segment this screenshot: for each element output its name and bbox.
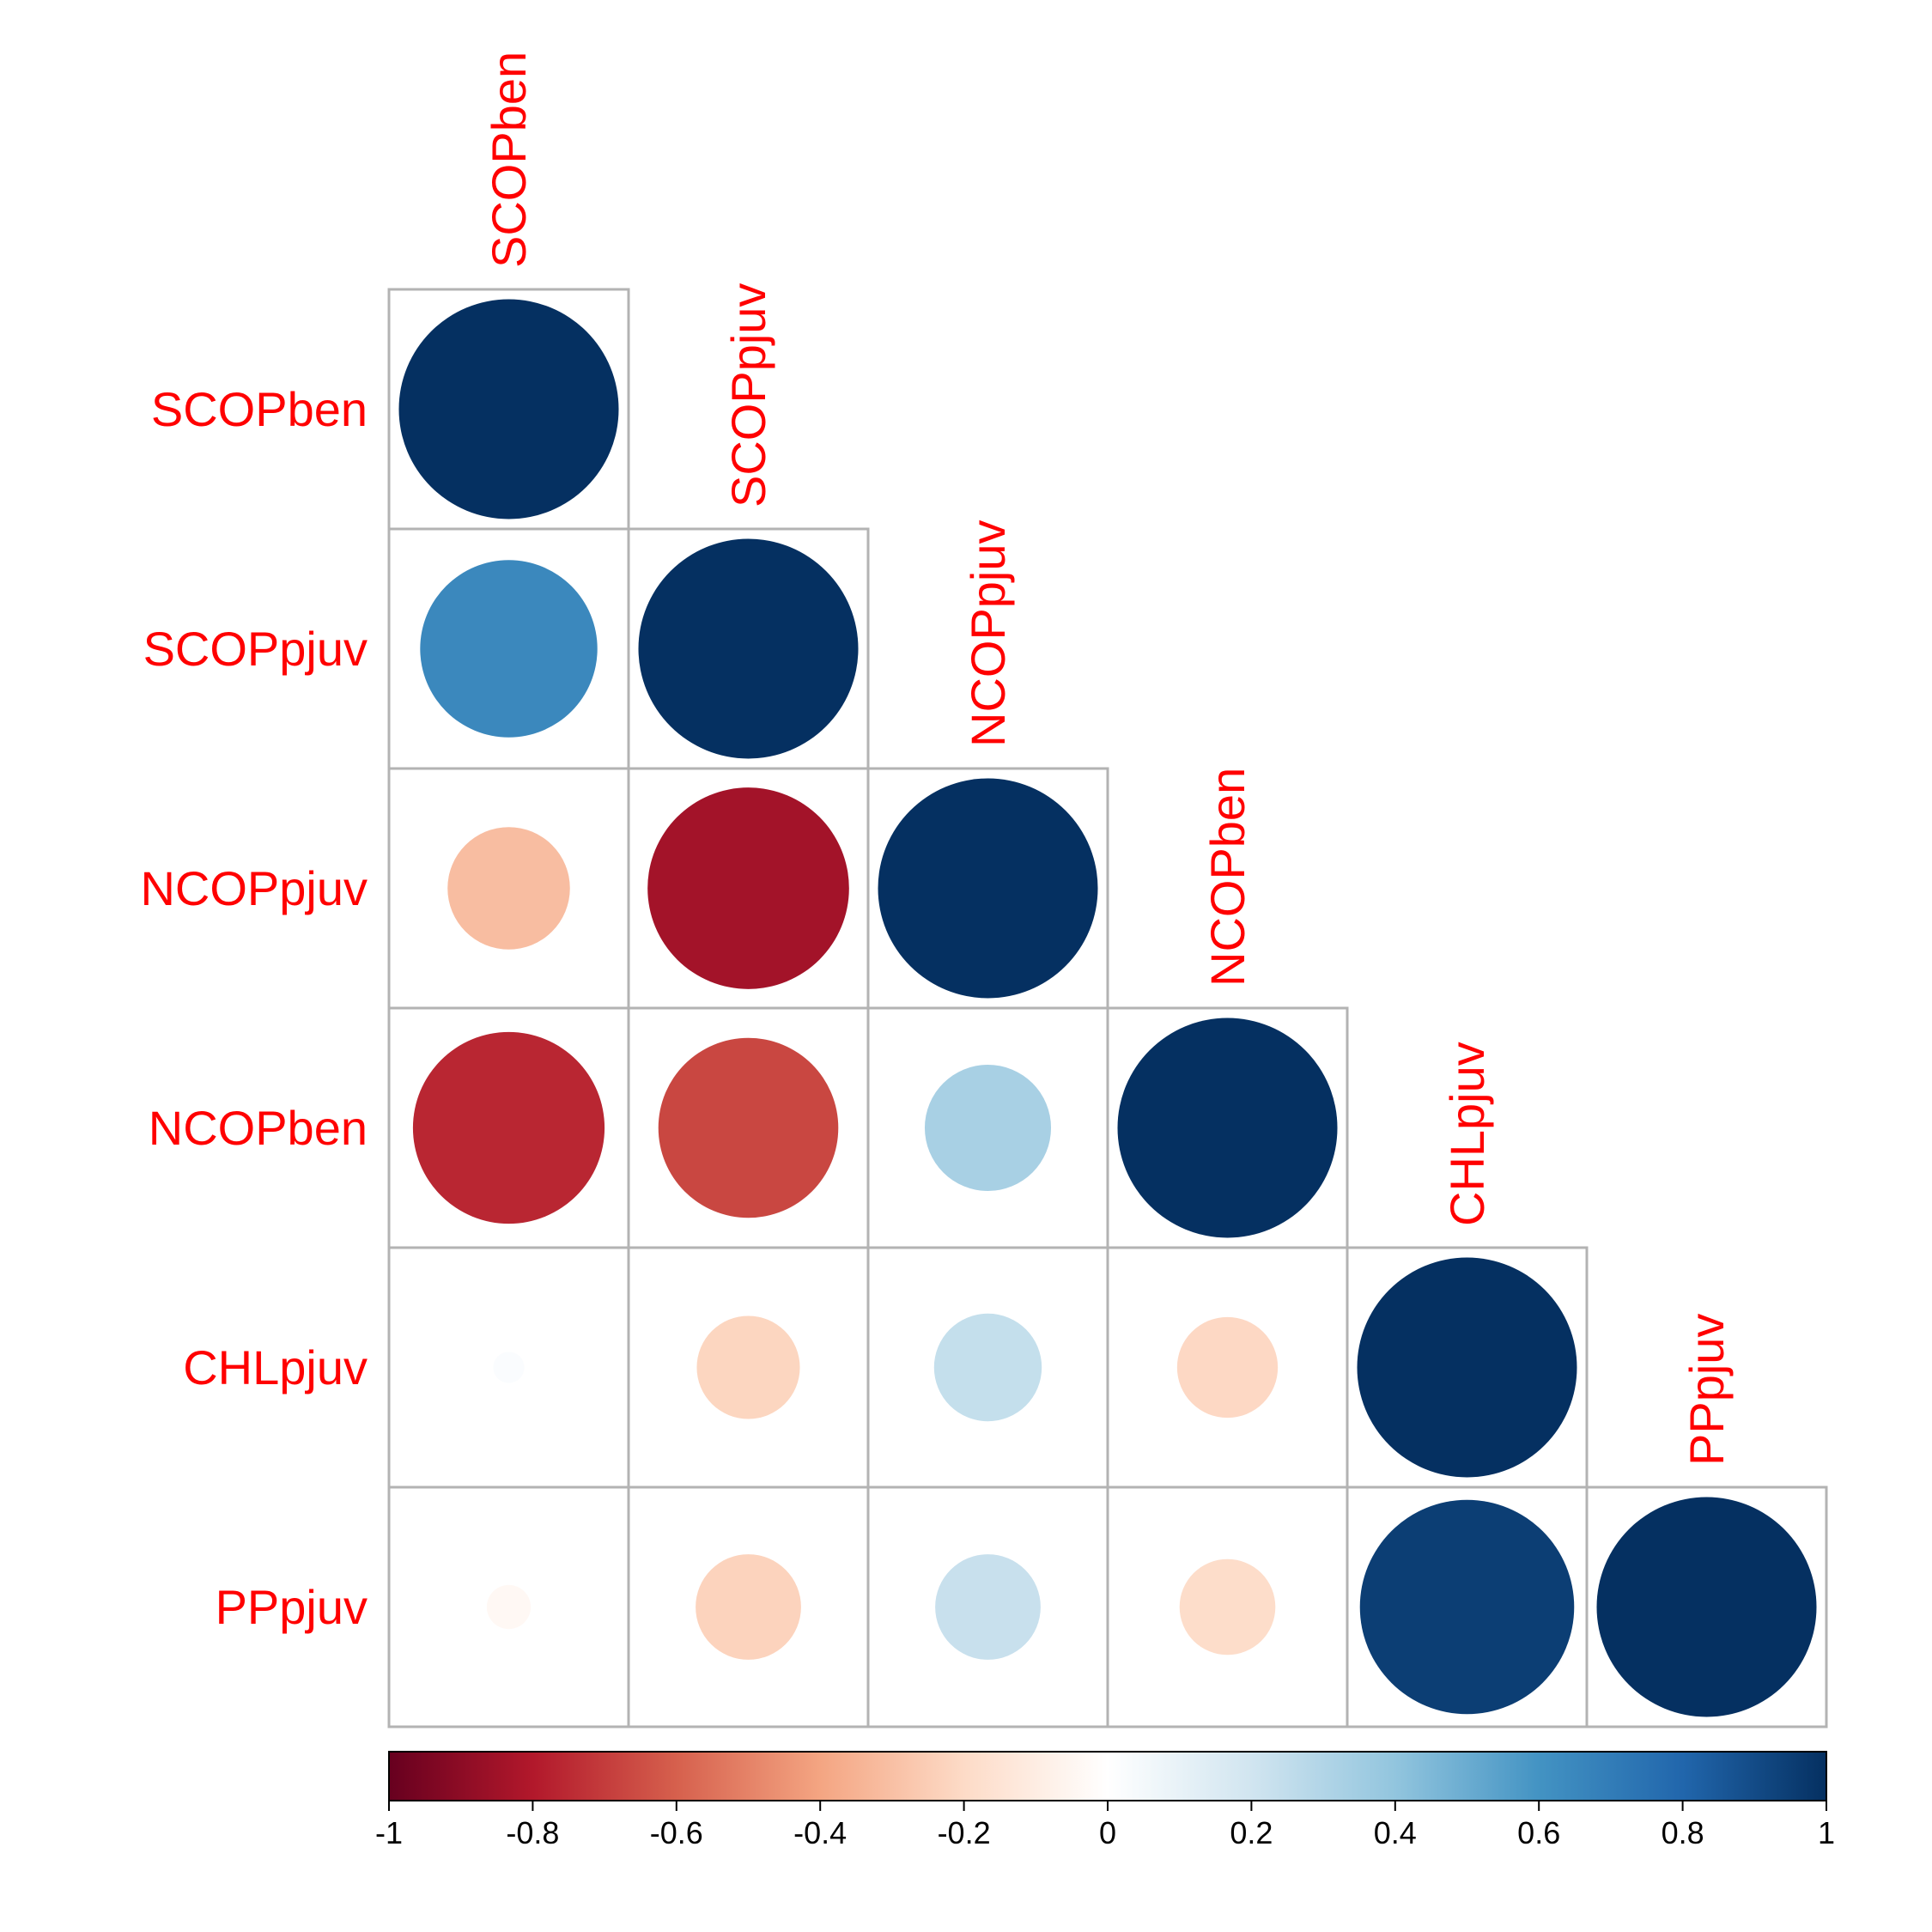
- circle-CHLpjuv-SCOPpjuv: [696, 1315, 800, 1419]
- col-label-NCOPpjuv: NCOPpjuv: [961, 519, 1015, 747]
- circle-SCOPpjuv-SCOPpjuv: [638, 538, 859, 759]
- cell-PPpjuv-PPpjuv: [1585, 1485, 1828, 1728]
- col-label-SCOPben: SCOPben: [482, 52, 536, 268]
- circle-NCOPpjuv-SCOPben: [447, 827, 570, 950]
- row-label-NCOPpjuv: NCOPpjuv: [140, 861, 368, 915]
- circle-PPpjuv-NCOPben: [1179, 1558, 1276, 1656]
- col-label-PPpjuv: PPpjuv: [1680, 1314, 1734, 1466]
- row-labels: SCOPben SCOPpjuv NCOPpjuv NCOPben CHLpjuv PPp…: [140, 382, 368, 1634]
- circle-NCOPben-SCOPpjuv: [658, 1037, 839, 1218]
- colorbar-tick-label: -0.2: [938, 1815, 991, 1850]
- circle-PPpjuv-CHLpjuv: [1359, 1499, 1575, 1715]
- colorbar-tick-label: 0.2: [1230, 1815, 1273, 1850]
- row-label-SCOPpjuv: SCOPpjuv: [143, 622, 368, 676]
- colorbar-tick-label: -0.4: [793, 1815, 847, 1850]
- colorbar-tick-label: 1: [1818, 1815, 1835, 1850]
- circle-PPpjuv-SCOPpjuv: [696, 1554, 801, 1660]
- row-label-CHLpjuv: CHLpjuv: [183, 1340, 368, 1394]
- colorbar-gradient: [388, 1751, 1827, 1801]
- matrix-cells: [387, 288, 1828, 1728]
- circle-NCOPben-NCOPben: [1117, 1018, 1338, 1238]
- row-label-SCOPben: SCOPben: [151, 382, 368, 436]
- column-labels: SCOPben SCOPpjuv NCOPpjuv NCOPben CHLpjuv PPp…: [482, 52, 1734, 1466]
- circle-NCOPpjuv-NCOPpjuv: [878, 778, 1098, 999]
- circle-CHLpjuv-CHLpjuv: [1357, 1257, 1577, 1478]
- circle-NCOPben-NCOPpjuv: [924, 1064, 1052, 1192]
- col-label-SCOPpjuv: SCOPpjuv: [721, 283, 775, 507]
- circle-NCOPpjuv-SCOPpjuv: [647, 787, 849, 989]
- colorbar-tick-label: 0.4: [1374, 1815, 1417, 1850]
- colorbar-tick-label: -0.8: [506, 1815, 559, 1850]
- circle-SCOPben-SCOPben: [398, 299, 619, 519]
- col-label-CHLpjuv: CHLpjuv: [1440, 1042, 1494, 1226]
- circle-PPpjuv-SCOPben: [486, 1584, 532, 1630]
- col-label-NCOPben: NCOPben: [1200, 768, 1255, 987]
- colorbar-tick-label: 0: [1099, 1815, 1116, 1850]
- colorbar-tick-label: -1: [375, 1815, 403, 1850]
- circle-NCOPben-SCOPben: [412, 1031, 605, 1224]
- circle-CHLpjuv-NCOPpjuv: [933, 1313, 1042, 1422]
- colorbar-tick-label: 0.8: [1662, 1815, 1704, 1850]
- circle-CHLpjuv-SCOPben: [493, 1352, 525, 1383]
- colorbar: -1 -0.8 -0.6 -0.4 -0.2 0 0.2 0.4 0.6 0.8 1: [375, 1751, 1835, 1850]
- circle-PPpjuv-NCOPpjuv: [935, 1554, 1041, 1660]
- circle-SCOPpjuv-SCOPben: [420, 560, 598, 738]
- row-label-NCOPben: NCOPben: [149, 1101, 368, 1155]
- row-label-PPpjuv: PPpjuv: [216, 1580, 368, 1634]
- colorbar-tick-label: 0.6: [1517, 1815, 1560, 1850]
- circle-CHLpjuv-NCOPben: [1176, 1316, 1279, 1419]
- colorbar-tick-label: -0.6: [650, 1815, 703, 1850]
- circle-PPpjuv-PPpjuv: [1596, 1497, 1817, 1717]
- colorbar-ticks: -1 -0.8 -0.6 -0.4 -0.2 0 0.2 0.4 0.6 0.8 1: [375, 1801, 1835, 1850]
